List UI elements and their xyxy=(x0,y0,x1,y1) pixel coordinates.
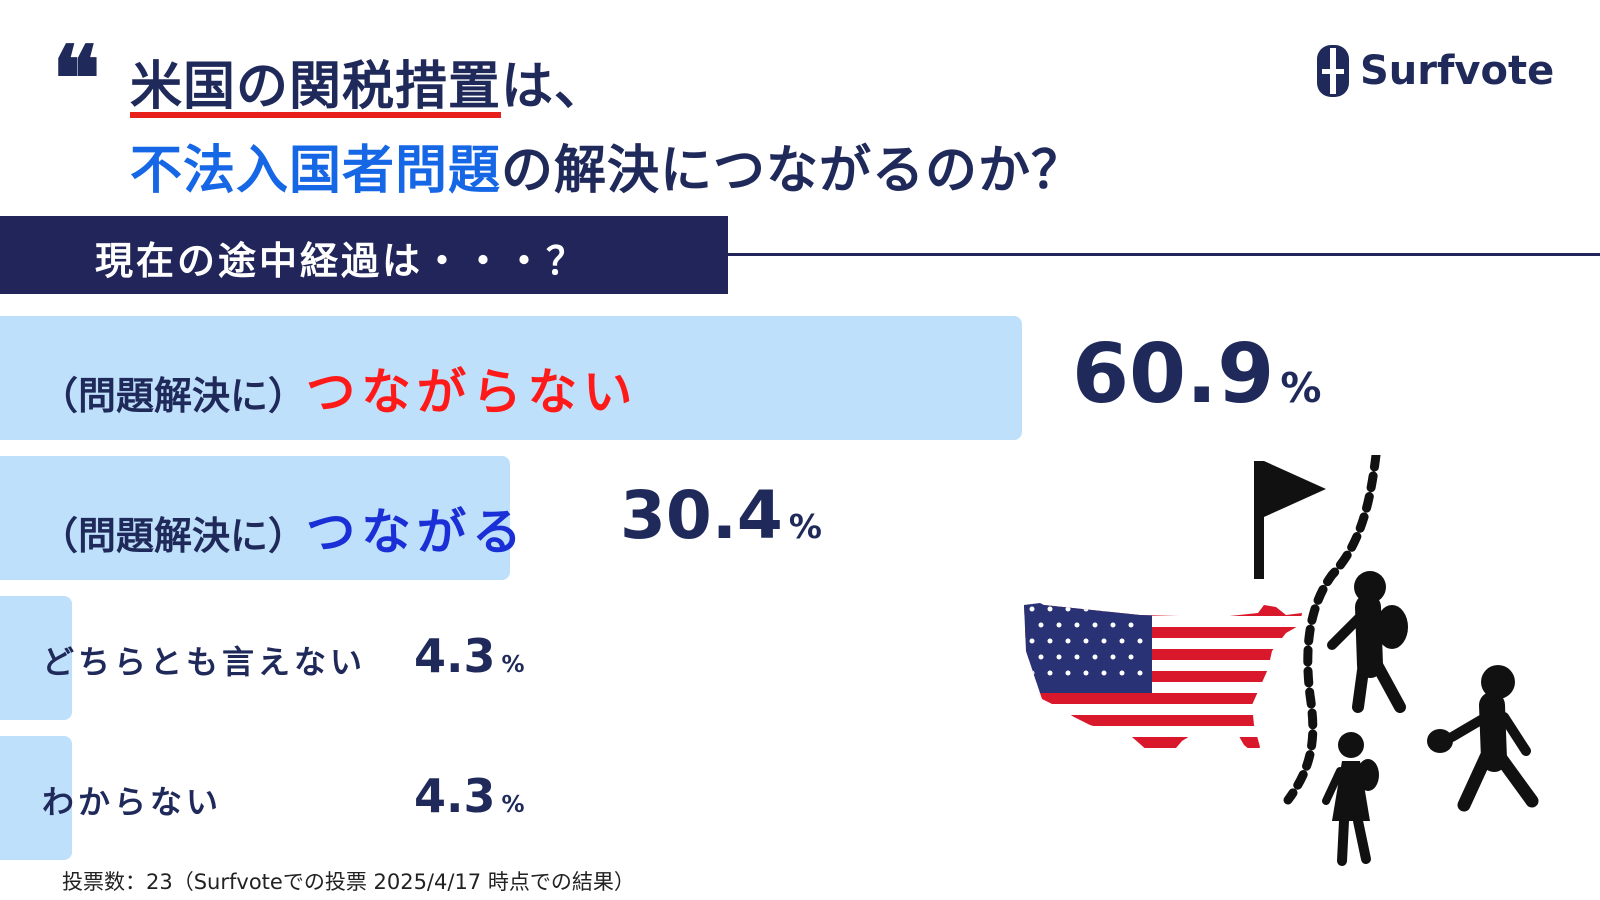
quote-mark-icon: ❝ xyxy=(52,26,101,132)
result-label-prefix: （問題解決に） xyxy=(40,514,307,559)
dashed-border-icon xyxy=(1283,455,1381,805)
result-label-emphasis: つながらない xyxy=(306,363,639,422)
result-bar xyxy=(0,316,1022,440)
percent-sign: % xyxy=(1280,364,1322,413)
us-map-flag-icon xyxy=(1024,603,1302,755)
result-percentage-value: 30.4 xyxy=(620,477,783,555)
result-label-prefix: わからない xyxy=(42,783,223,822)
migrant-figure-icon xyxy=(1327,571,1408,713)
vote-count-note: 投票数：23（Surfvoteでの投票 2025/4/17 時点での結果） xyxy=(62,870,635,894)
result-percentage-value: 4.3 xyxy=(414,769,496,824)
result-label: （問題解決に）つながらない xyxy=(40,353,638,424)
result-label: わからない xyxy=(42,777,222,823)
percent-sign: % xyxy=(501,652,525,679)
page-title-line1: 米国の関税措置は、 xyxy=(130,44,607,119)
result-label-emphasis: つながる xyxy=(306,503,528,562)
migrant-child-icon xyxy=(1322,732,1379,866)
logo-text: Surfvote xyxy=(1360,48,1555,94)
title-highlight-immigration: 不法入国者問題 xyxy=(130,141,502,201)
result-percentage: 30.4% xyxy=(620,477,822,554)
result-label: どちらとも言えない xyxy=(42,637,366,683)
result-bar xyxy=(0,736,72,860)
goal-flag-icon xyxy=(1254,461,1326,579)
result-percentage: 4.3% xyxy=(414,769,525,823)
result-label: （問題解決に）つながる xyxy=(40,493,528,564)
result-bar xyxy=(0,596,72,720)
page-title-line2: 不法入国者問題の解決につながるのか？ xyxy=(130,128,1084,203)
title-line2-rest: の解決につながるのか？ xyxy=(501,141,1085,201)
result-percentage-value: 4.3 xyxy=(414,629,496,684)
result-bar xyxy=(0,456,510,580)
progress-band xyxy=(0,216,728,294)
result-label-prefix: どちらとも言えない xyxy=(42,643,367,682)
title-line1-rest: は、 xyxy=(501,57,608,117)
divider-line xyxy=(728,253,1600,256)
percent-sign: % xyxy=(788,507,822,547)
result-percentage: 60.9% xyxy=(1072,327,1321,422)
progress-band-label: 現在の途中経過は・・・？ xyxy=(95,239,588,283)
result-label-prefix: （問題解決に） xyxy=(40,374,307,419)
result-percentage: 4.3% xyxy=(414,629,525,683)
title-highlight-tariff: 米国の関税措置 xyxy=(130,57,502,117)
surfvote-logo: Surfvote xyxy=(1316,44,1554,98)
migrant-with-bag-icon xyxy=(1427,665,1539,812)
result-percentage-value: 60.9 xyxy=(1072,327,1275,423)
immigration-illustration xyxy=(1024,455,1539,866)
surfvote-logo-icon xyxy=(1317,45,1349,97)
percent-sign: % xyxy=(501,792,525,819)
